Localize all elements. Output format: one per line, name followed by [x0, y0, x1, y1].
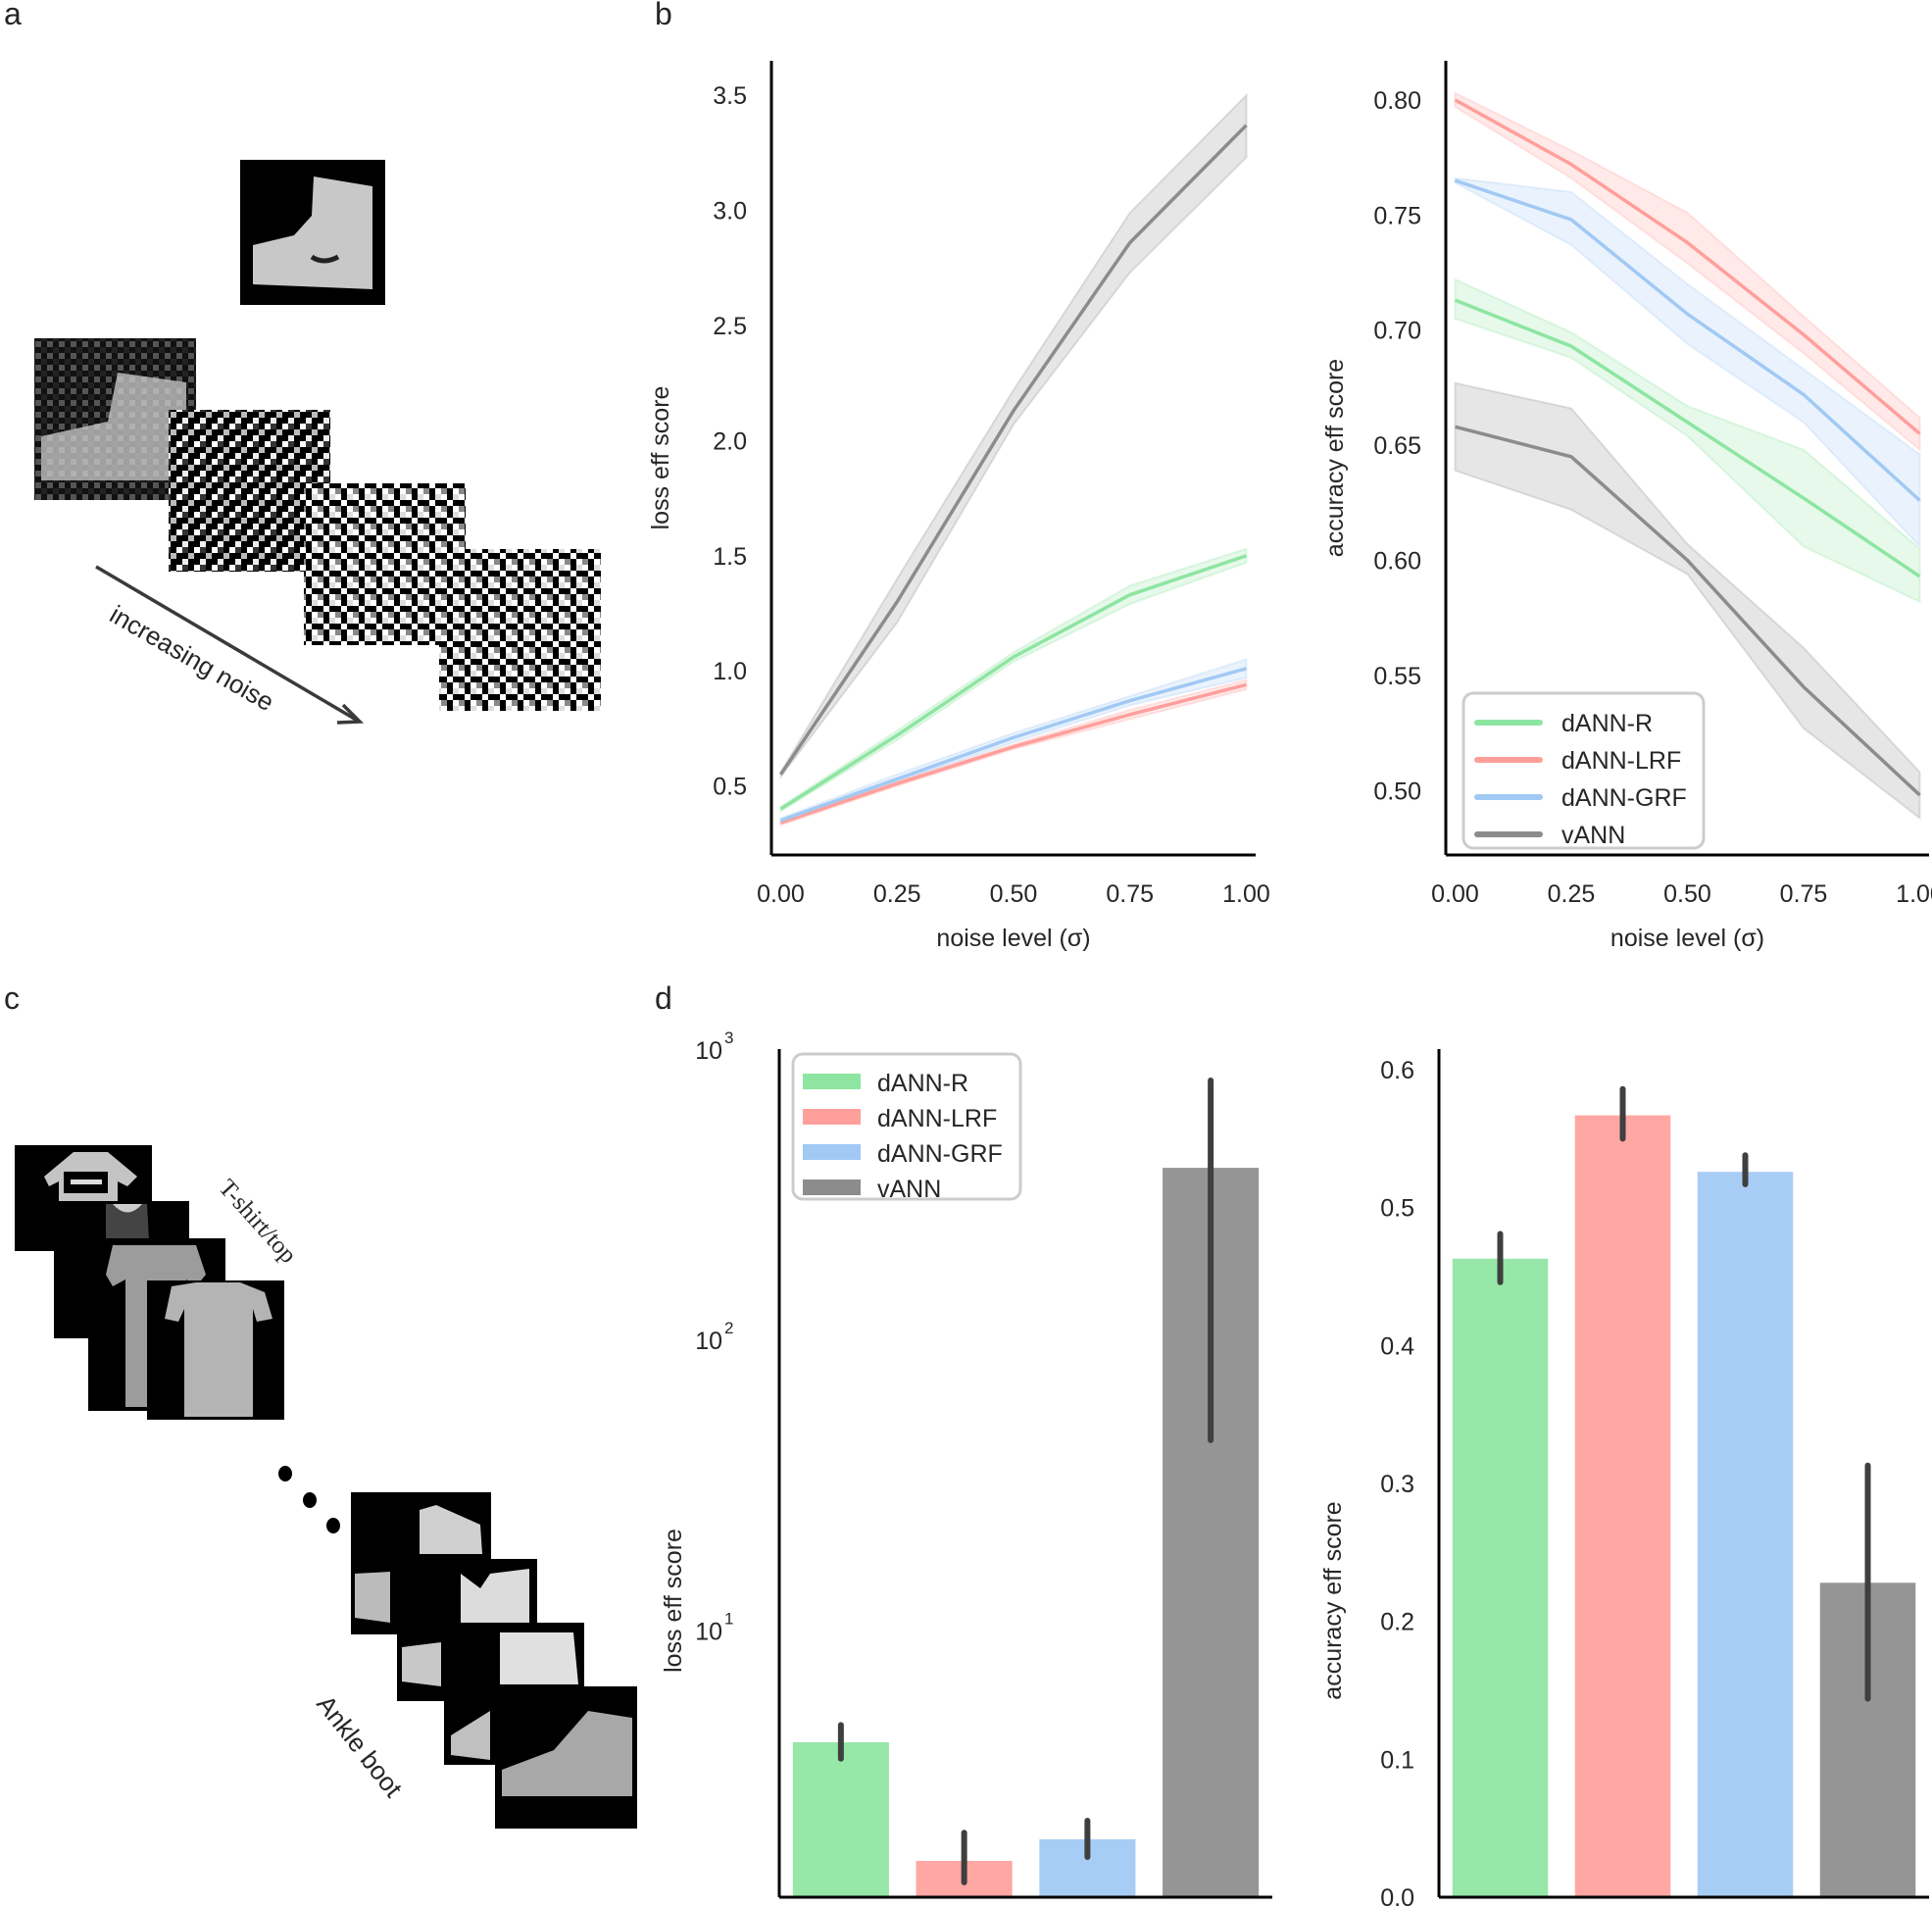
bar-vann	[1819, 1582, 1916, 1897]
ci-band-dann-lrf	[779, 678, 1248, 827]
panel-letter-d: d	[655, 980, 672, 1016]
ci-band-vann	[1454, 381, 1921, 821]
y-tick-label: 1.5	[713, 543, 747, 571]
y-tick-label: 10	[695, 1037, 722, 1065]
series-line-dann-lrf	[1454, 98, 1921, 435]
y-tick-label: 2.0	[713, 427, 747, 455]
legend-label-dann-lrf: dANN-LRF	[1561, 747, 1681, 775]
y-tick-label: 3.0	[713, 198, 747, 226]
legend-label-dann-r: dANN-R	[877, 1070, 968, 1097]
panel-letter-a: a	[4, 0, 22, 31]
legend-label-dann-grf: dANN-GRF	[1561, 784, 1687, 812]
tshirt-top-label: T-shirt/top	[214, 1175, 302, 1269]
y-tick-label: 0.0	[1380, 1884, 1414, 1907]
bar-dann-lrf	[1574, 1115, 1671, 1897]
y-tick-label: 3.5	[713, 82, 747, 110]
y-tick-label: 0.5	[1380, 1195, 1414, 1223]
increasing-noise-arrow	[95, 565, 365, 725]
legend-swatch-dann-grf	[803, 1144, 861, 1160]
x-axis-label: noise level (σ)	[1610, 925, 1764, 952]
series-line-vann	[779, 124, 1248, 776]
ci-band-dann-grf	[1454, 176, 1921, 549]
bar-vann	[1163, 1168, 1260, 1897]
panel-c-illustration: T-shirt/top Ankle boot	[15, 1145, 637, 1829]
y-tick-label: 0.50	[1373, 778, 1421, 805]
x-tick-label: 1.00	[1222, 880, 1270, 908]
y-tick-label: 0.2	[1380, 1609, 1414, 1636]
x-tick-label: 1.00	[1896, 880, 1932, 908]
x-axis-label: noise level (σ)	[936, 925, 1090, 952]
y-tick-label: 10	[695, 1618, 722, 1645]
series-line-dann-grf	[1454, 178, 1921, 502]
series-line-dann-lrf	[779, 682, 1247, 825]
panel-a-illustration: increasing noise	[34, 160, 601, 725]
series-line-vann	[1455, 425, 1921, 797]
series-line-dann-r	[1454, 298, 1921, 578]
y-tick-exponent: 3	[724, 1029, 733, 1047]
legend-box	[791, 1052, 1022, 1201]
noisy-image-3	[304, 483, 466, 645]
series-line-dann-grf	[779, 667, 1247, 823]
y-tick-label: 0.5	[713, 774, 747, 801]
ci-band-dann-lrf	[1454, 91, 1921, 452]
y-tick-label: 0.70	[1373, 318, 1421, 345]
series-line-dann-r	[779, 554, 1248, 811]
y-tick-label: 2.5	[713, 313, 747, 340]
ellipsis-dots	[278, 1466, 340, 1533]
bar-dann-lrf	[916, 1860, 1013, 1897]
y-tick-label: 0.3	[1380, 1471, 1414, 1498]
y-tick-label: 0.80	[1373, 87, 1421, 115]
ci-band-dann-grf	[779, 658, 1248, 825]
ankle-boot-label: Ankle boot	[311, 1689, 409, 1803]
x-tick-label: 0.50	[990, 880, 1038, 908]
y-tick-label: 0.6	[1380, 1057, 1414, 1084]
x-tick-label: 0.75	[1780, 880, 1828, 908]
bar-dann-r	[1452, 1258, 1549, 1897]
x-tick-label: 0.50	[1663, 880, 1711, 908]
x-tick-label: 0.75	[1106, 880, 1154, 908]
ci-band-vann	[779, 92, 1248, 780]
y-tick-exponent: 1	[724, 1609, 733, 1628]
y-tick-label: 0.55	[1373, 663, 1421, 690]
y-tick-label: 10	[695, 1328, 722, 1355]
y-tick-label: 0.75	[1373, 202, 1421, 229]
clean-boot-image	[240, 160, 385, 305]
y-tick-exponent: 2	[724, 1319, 733, 1337]
y-tick-label: 1.0	[713, 658, 747, 685]
y-axis-label: loss eff score	[660, 1529, 687, 1673]
y-tick-label: 0.60	[1373, 547, 1421, 575]
y-axis-label: accuracy eff score	[1319, 1501, 1347, 1699]
legend-swatch-dann-r	[803, 1074, 861, 1089]
noisy-image-4	[439, 549, 601, 711]
boot-image-4	[495, 1686, 637, 1829]
y-tick-label: 0.1	[1380, 1746, 1414, 1774]
panel-letter-c: c	[4, 980, 20, 1016]
legend-box	[1461, 691, 1706, 850]
ci-band-dann-r	[779, 547, 1248, 814]
ci-band-dann-r	[1454, 277, 1921, 604]
x-tick-label: 0.25	[1548, 880, 1596, 908]
x-tick-label: 0.00	[1431, 880, 1479, 908]
bar-dann-grf	[1697, 1172, 1794, 1897]
y-tick-label: 0.4	[1380, 1332, 1414, 1360]
legend-label-vann: vANN	[1561, 822, 1625, 849]
y-tick-label: 0.65	[1373, 432, 1421, 460]
noisy-image-2	[169, 410, 330, 572]
bar-dann-r	[792, 1741, 889, 1897]
legend-swatch-vann	[803, 1179, 861, 1195]
x-tick-label: 0.00	[757, 880, 805, 908]
bar-dann-grf	[1039, 1838, 1136, 1897]
legend-label-dann-lrf: dANN-LRF	[877, 1105, 997, 1132]
legend-label-vann: vANN	[877, 1176, 941, 1203]
y-axis-label: loss eff score	[647, 386, 674, 530]
panel-letter-b: b	[655, 0, 672, 31]
tshirt-image-4	[147, 1280, 284, 1420]
y-axis-label: accuracy eff score	[1321, 359, 1349, 557]
legend-label-dann-r: dANN-R	[1561, 710, 1653, 737]
legend-swatch-dann-lrf	[803, 1109, 861, 1125]
legend-label-dann-grf: dANN-GRF	[877, 1140, 1003, 1168]
x-tick-label: 0.25	[873, 880, 921, 908]
